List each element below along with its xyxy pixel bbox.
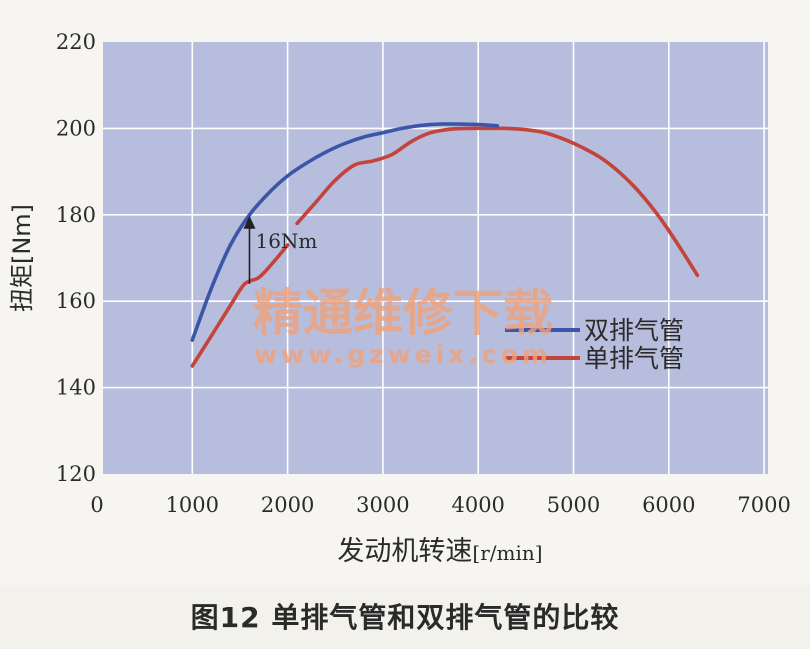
y-tick-label: 220 <box>56 30 96 54</box>
x-tick-label: 7000 <box>737 493 790 517</box>
plot-area <box>103 42 768 474</box>
y-axis-label: 扭矩[Nm] <box>8 204 36 312</box>
legend-label-single: 单排气管 <box>584 344 684 373</box>
x-tick-label: 3000 <box>356 493 409 517</box>
y-tick-label: 140 <box>56 376 96 400</box>
x-tick-label: 0 <box>90 493 103 517</box>
x-tick-label: 6000 <box>642 493 695 517</box>
series-line-single-segment-1 <box>190 243 290 368</box>
y-tick-label: 160 <box>56 289 96 313</box>
x-axis-label: 发动机转速[r/min] <box>337 536 542 567</box>
series-lines <box>190 122 700 368</box>
figure-caption: 图12 单排气管和双排气管的比较 <box>190 601 620 634</box>
annotation-label: 16Nm <box>255 229 317 253</box>
series-line-single-segment-2 <box>295 126 700 278</box>
x-tick-label: 5000 <box>547 493 600 517</box>
watermark-title: 精通维修下载 <box>253 284 553 342</box>
grid <box>103 42 768 474</box>
x-tick-label: 4000 <box>451 493 504 517</box>
x-tick-label: 1000 <box>166 493 219 517</box>
tick-labels: 0 1000 2000 3000 4000 5000 6000 7000 120 140 160 18… <box>56 30 791 517</box>
y-tick-label: 120 <box>56 462 96 486</box>
watermark-url: www.gzweix.com <box>254 340 552 369</box>
x-axis-label-unit: [r/min] <box>472 541 542 565</box>
x-tick-label: 2000 <box>261 493 314 517</box>
legend-label-dual: 双排气管 <box>584 316 684 345</box>
series-line-dual <box>190 122 500 342</box>
x-axis-label-main: 发动机转速 <box>337 536 472 567</box>
annotation-16nm: 16Nm <box>243 215 317 284</box>
torque-chart: 0 1000 2000 3000 4000 5000 6000 7000 120 140 160 18… <box>8 30 791 567</box>
y-tick-label: 200 <box>56 116 96 140</box>
annotation-arrow-head <box>243 215 256 229</box>
y-tick-label: 180 <box>56 203 96 227</box>
